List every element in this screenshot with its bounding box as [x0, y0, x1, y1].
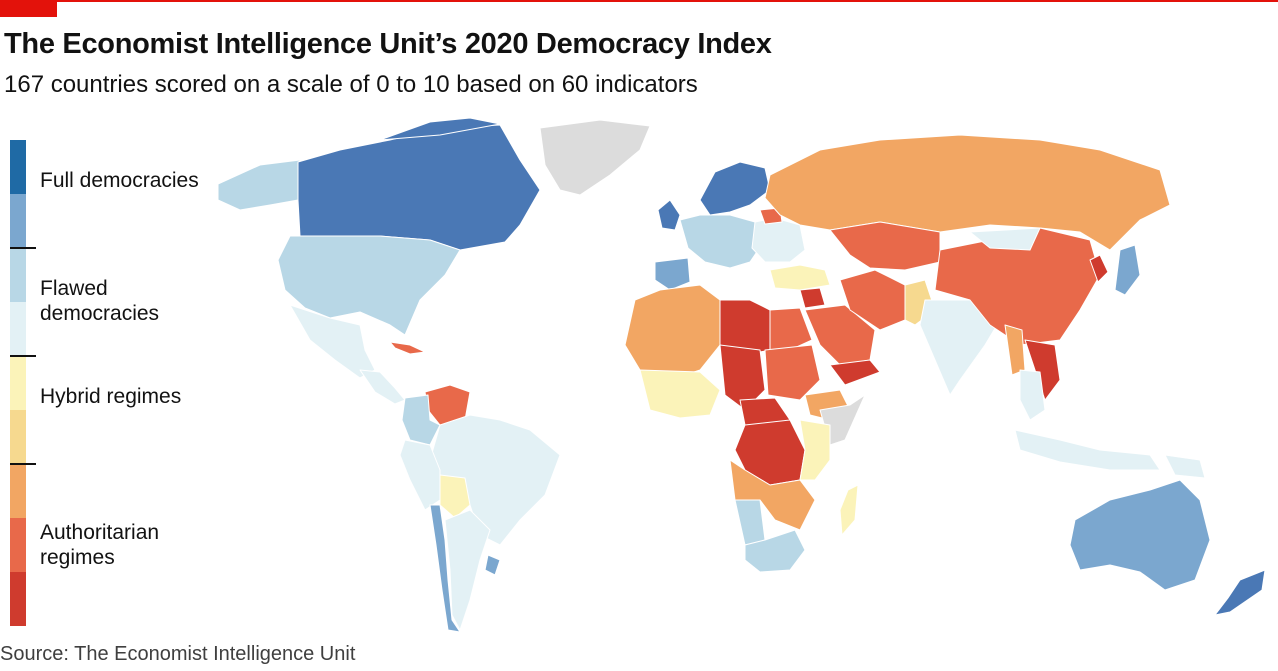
region-cuba [389, 341, 426, 355]
top-rule [0, 0, 1278, 2]
region-new-zealand [1214, 569, 1266, 616]
region-australia [1069, 479, 1211, 591]
legend-color-bar [10, 140, 26, 626]
chart-title: The Economist Intelligence Unit’s 2020 D… [4, 28, 772, 60]
region-south-africa [744, 529, 806, 573]
legend-swatch-auth-3 [10, 572, 26, 626]
region-namibia [734, 499, 766, 546]
brand-tag [0, 0, 57, 17]
region-usa [277, 235, 461, 336]
legend-divider [10, 463, 36, 465]
world-map [217, 117, 1266, 633]
legend-label-hybrid: Hybrid regimes [40, 385, 182, 408]
region-madagascar [839, 484, 859, 536]
region-png [1164, 454, 1206, 479]
region-laos-vietnam [1024, 339, 1061, 401]
region-east-africa [799, 419, 831, 481]
legend-divider [10, 355, 36, 357]
legend: Full democracies Flawed democracies Hybr… [10, 140, 200, 630]
region-canada [297, 124, 541, 251]
region-colombia [401, 394, 441, 446]
legend-swatch-hybrid-1 [10, 356, 26, 410]
region-korea-north [1089, 254, 1109, 283]
legend-swatch-full-1 [10, 140, 26, 194]
region-belarus [759, 207, 783, 225]
region-russia [764, 134, 1171, 251]
region-greenland [539, 119, 651, 196]
region-chile [429, 504, 461, 633]
region-central-asia [829, 221, 941, 271]
region-sudan [764, 344, 821, 401]
region-japan [1114, 244, 1141, 296]
source-note: Source: The Economist Intelligence Unit [0, 643, 356, 665]
region-argentina [444, 509, 491, 631]
region-syria [799, 287, 826, 309]
legend-swatch-auth-2 [10, 518, 26, 572]
region-uk [657, 199, 681, 231]
region-iberia [654, 257, 691, 291]
legend-label-full: Full democracies [40, 169, 199, 192]
legend-swatch-flawed-2 [10, 302, 26, 356]
chart-subtitle: 167 countries scored on a scale of 0 to … [4, 71, 698, 98]
legend-label-authoritarian: Authoritarian regimes [40, 521, 160, 569]
region-southeast-asia [1019, 369, 1046, 421]
legend-divider [10, 247, 36, 249]
region-turkey [769, 264, 831, 291]
region-yemen [829, 359, 881, 386]
region-canada-arctic [379, 117, 501, 141]
region-egypt [769, 307, 813, 351]
region-north-africa [624, 284, 721, 381]
region-uruguay [484, 554, 501, 576]
region-indonesia [1014, 429, 1161, 471]
legend-swatch-auth-1 [10, 464, 26, 518]
region-myanmar [1004, 324, 1026, 376]
region-bolivia [439, 474, 471, 519]
region-sahel [639, 369, 721, 419]
region-mongolia [969, 227, 1041, 251]
legend-swatch-hybrid-2 [10, 410, 26, 464]
region-eastern-europe [751, 217, 806, 263]
region-scandinavia [699, 161, 771, 216]
legend-label-flawed: Flawed democracies [40, 277, 160, 325]
legend-swatch-flawed-1 [10, 248, 26, 302]
region-central-america [359, 369, 406, 405]
region-alaska [217, 159, 301, 211]
legend-swatch-full-2 [10, 194, 26, 248]
region-mexico [289, 304, 376, 379]
